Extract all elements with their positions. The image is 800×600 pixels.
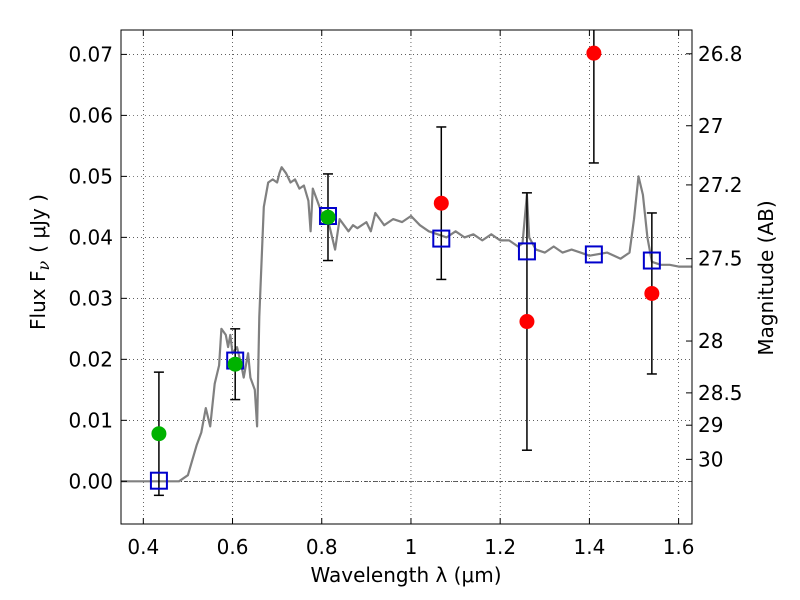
y-tick-label: 0.05 xyxy=(68,164,113,188)
x-tick-label: 1.4 xyxy=(573,535,605,559)
detection-point xyxy=(227,356,243,372)
non-detection-point xyxy=(433,195,449,211)
y-axis-label-subscript: ν xyxy=(34,261,53,271)
right-tick-label: 28 xyxy=(698,329,723,353)
right-tick-label: 27.5 xyxy=(698,247,743,271)
x-tick-label: 0.8 xyxy=(306,535,338,559)
right-tick-label: 29 xyxy=(698,413,723,437)
right-tick-label: 30 xyxy=(698,447,723,471)
right-tick-label: 26.8 xyxy=(698,42,743,66)
y-tick-label: 0.00 xyxy=(68,469,113,493)
detection-point xyxy=(320,209,336,225)
y-axis-label: Flux Fν ( μJy ) xyxy=(26,194,53,330)
right-tick-label: 28.5 xyxy=(698,381,743,405)
model-photometry-square xyxy=(149,471,168,490)
model-photometry-square xyxy=(517,242,536,261)
x-axis-label: Wavelength λ (μm) xyxy=(310,563,501,587)
y-axis-label-main: Flux F xyxy=(26,271,50,330)
model-spectrum-line xyxy=(121,166,692,483)
plot-frame xyxy=(120,29,693,525)
model-photometry-square xyxy=(432,229,451,248)
model-photometry-square xyxy=(642,251,661,270)
x-tick-label: 1.2 xyxy=(484,535,516,559)
detection-point xyxy=(151,426,167,442)
y-tick-label: 0.02 xyxy=(68,347,113,371)
y-axis-label-unit: ( μJy ) xyxy=(26,194,50,253)
y-tick-label: 0.04 xyxy=(68,225,113,249)
x-tick-label: 0.4 xyxy=(127,535,159,559)
y-tick-label: 0.01 xyxy=(68,408,113,432)
right-tick-label: 27 xyxy=(698,114,723,138)
right-tick-label: 27.2 xyxy=(698,173,743,197)
y-tick-label: 0.06 xyxy=(68,103,113,127)
axis-ticks: 0.4 0.6 0.8 1 1.2 1.4 1.6 0.00 0.01 0.02 0.03 0.04 0… xyxy=(68,30,743,559)
x-tick-label: 1.6 xyxy=(663,535,695,559)
y-tick-label: 0.03 xyxy=(68,286,113,310)
non-detection-point xyxy=(586,45,602,61)
right-axis-label: Magnitude (AB) xyxy=(754,200,778,355)
model-photometry-square xyxy=(584,245,603,264)
x-tick-label: 0.6 xyxy=(217,535,249,559)
non-detection-point xyxy=(644,285,660,301)
non-detection-point xyxy=(519,314,535,330)
x-tick-label: 1 xyxy=(405,535,418,559)
y-tick-label: 0.07 xyxy=(68,42,113,66)
plot-marks xyxy=(121,30,692,497)
